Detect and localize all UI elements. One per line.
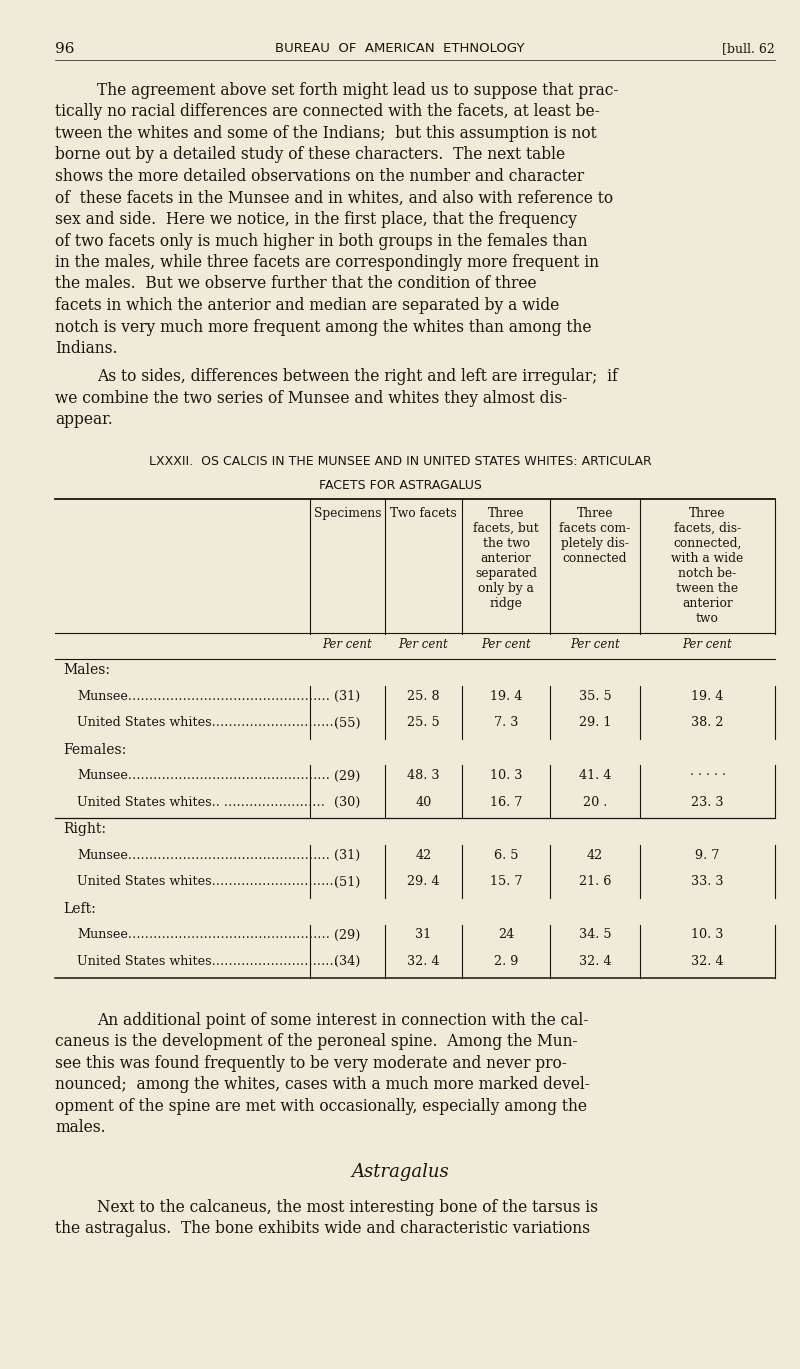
Text: 29. 1: 29. 1: [579, 716, 611, 730]
Text: (29): (29): [334, 769, 361, 783]
Text: 25. 8: 25. 8: [407, 690, 440, 704]
Text: Munsee…………………………………………: Munsee…………………………………………: [77, 928, 330, 942]
Text: 25. 5: 25. 5: [407, 716, 440, 730]
Text: 31: 31: [415, 928, 431, 942]
Text: 96: 96: [55, 42, 74, 56]
Text: opment of the spine are met with occasionally, especially among the: opment of the spine are met with occasio…: [55, 1098, 587, 1114]
Text: · · · · ·: · · · · ·: [690, 769, 726, 783]
Text: see this was found frequently to be very moderate and never pro-: see this was found frequently to be very…: [55, 1054, 567, 1072]
Text: 2. 9: 2. 9: [494, 956, 518, 968]
Text: Right:: Right:: [63, 823, 106, 836]
Text: United States whites…………………………: United States whites…………………………: [77, 876, 338, 888]
Text: Munsee…………………………………………: Munsee…………………………………………: [77, 690, 330, 704]
Text: 32. 4: 32. 4: [691, 956, 724, 968]
Text: Females:: Females:: [63, 743, 126, 757]
Text: 21. 6: 21. 6: [579, 876, 611, 888]
Text: the astragalus.  The bone exhibits wide and characteristic variations: the astragalus. The bone exhibits wide a…: [55, 1220, 590, 1238]
Text: Left:: Left:: [63, 902, 96, 916]
Text: 29. 4: 29. 4: [407, 876, 440, 888]
Text: Per cent: Per cent: [481, 638, 531, 650]
Text: (31): (31): [334, 690, 361, 704]
Text: Three
facets, dis-
connected,
with a wide
notch be-
tween the
anterior
two: Three facets, dis- connected, with a wid…: [671, 507, 744, 626]
Text: 20 .: 20 .: [583, 795, 607, 809]
Text: the males.  But we observe further that the condition of three: the males. But we observe further that t…: [55, 275, 537, 293]
Text: Munsee…………………………………………: Munsee…………………………………………: [77, 849, 330, 862]
Text: Next to the calcaneus, the most interesting bone of the tarsus is: Next to the calcaneus, the most interest…: [97, 1198, 598, 1216]
Text: An additional point of some interest in connection with the cal-: An additional point of some interest in …: [97, 1012, 588, 1028]
Text: Munsee…………………………………………: Munsee…………………………………………: [77, 769, 330, 783]
Text: 9. 7: 9. 7: [695, 849, 720, 862]
Text: (55): (55): [334, 716, 361, 730]
Text: in the males, while three facets are correspondingly more frequent in: in the males, while three facets are cor…: [55, 255, 599, 271]
Text: 41. 4: 41. 4: [579, 769, 611, 783]
Text: facets in which the anterior and median are separated by a wide: facets in which the anterior and median …: [55, 297, 559, 314]
Text: 34. 5: 34. 5: [578, 928, 611, 942]
Text: United States whites…………………………: United States whites…………………………: [77, 956, 338, 968]
Text: notch is very much more frequent among the whites than among the: notch is very much more frequent among t…: [55, 319, 591, 335]
Text: 48. 3: 48. 3: [407, 769, 440, 783]
Text: tically no racial differences are connected with the facets, at least be-: tically no racial differences are connec…: [55, 104, 600, 120]
Text: Indians.: Indians.: [55, 340, 118, 357]
Text: BUREAU  OF  AMERICAN  ETHNOLOGY: BUREAU OF AMERICAN ETHNOLOGY: [275, 42, 525, 55]
Text: 10. 3: 10. 3: [490, 769, 522, 783]
Text: borne out by a detailed study of these characters.  The next table: borne out by a detailed study of these c…: [55, 146, 565, 163]
Text: Per cent: Per cent: [570, 638, 620, 650]
Text: FACETS FOR ASTRAGALUS: FACETS FOR ASTRAGALUS: [318, 479, 482, 491]
Text: shows the more detailed observations on the number and character: shows the more detailed observations on …: [55, 168, 584, 185]
Text: appear.: appear.: [55, 412, 113, 428]
Text: of two facets only is much higher in both groups in the females than: of two facets only is much higher in bot…: [55, 233, 587, 249]
Text: 19. 4: 19. 4: [490, 690, 522, 704]
Text: of  these facets in the Munsee and in whites, and also with reference to: of these facets in the Munsee and in whi…: [55, 189, 613, 207]
Text: 10. 3: 10. 3: [691, 928, 724, 942]
Text: males.: males.: [55, 1118, 106, 1136]
Text: we combine the two series of Munsee and whites they almost dis-: we combine the two series of Munsee and …: [55, 390, 567, 407]
Text: 19. 4: 19. 4: [691, 690, 724, 704]
Text: 23. 3: 23. 3: [691, 795, 724, 809]
Text: As to sides, differences between the right and left are irregular;  if: As to sides, differences between the rig…: [97, 368, 618, 386]
Text: Three
facets, but
the two
anterior
separated
only by a
ridge: Three facets, but the two anterior separ…: [473, 507, 539, 611]
Text: 33. 3: 33. 3: [691, 876, 724, 888]
Text: (31): (31): [334, 849, 361, 862]
Text: (29): (29): [334, 928, 361, 942]
Text: United States whites…………………………: United States whites…………………………: [77, 716, 338, 730]
Text: 6. 5: 6. 5: [494, 849, 518, 862]
Text: 16. 7: 16. 7: [490, 795, 522, 809]
Text: 32. 4: 32. 4: [407, 956, 440, 968]
Text: 7. 3: 7. 3: [494, 716, 518, 730]
Text: United States whites.. ……………………: United States whites.. ……………………: [77, 795, 325, 809]
Text: 38. 2: 38. 2: [691, 716, 724, 730]
Text: [bull. 62: [bull. 62: [722, 42, 775, 55]
Text: 24: 24: [498, 928, 514, 942]
Text: Two facets: Two facets: [390, 507, 457, 520]
Text: (51): (51): [334, 876, 361, 888]
Text: Per cent: Per cent: [398, 638, 448, 650]
Text: The agreement above set forth might lead us to suppose that prac-: The agreement above set forth might lead…: [97, 82, 618, 99]
Text: (30): (30): [334, 795, 361, 809]
Text: 32. 4: 32. 4: [578, 956, 611, 968]
Text: Three
facets com-
pletely dis-
connected: Three facets com- pletely dis- connected: [559, 507, 630, 565]
Text: 35. 5: 35. 5: [578, 690, 611, 704]
Text: 42: 42: [415, 849, 432, 862]
Text: 15. 7: 15. 7: [490, 876, 522, 888]
Text: LXXXII.  OS CALCIS IN THE MUNSEE AND IN UNITED STATES WHITES: ARTICULAR: LXXXII. OS CALCIS IN THE MUNSEE AND IN U…: [149, 455, 651, 468]
Text: nounced;  among the whites, cases with a much more marked devel-: nounced; among the whites, cases with a …: [55, 1076, 590, 1092]
Text: 40: 40: [415, 795, 432, 809]
Text: Males:: Males:: [63, 664, 110, 678]
Text: sex and side.  Here we notice, in the first place, that the frequency: sex and side. Here we notice, in the fir…: [55, 211, 577, 229]
Text: 42: 42: [587, 849, 603, 862]
Text: (34): (34): [334, 956, 361, 968]
Text: tween the whites and some of the Indians;  but this assumption is not: tween the whites and some of the Indians…: [55, 125, 597, 142]
Text: Per cent: Per cent: [322, 638, 372, 650]
Text: Specimens: Specimens: [314, 507, 382, 520]
Text: Per cent: Per cent: [682, 638, 732, 650]
Text: caneus is the development of the peroneal spine.  Among the Mun-: caneus is the development of the peronea…: [55, 1034, 578, 1050]
Text: Astragalus: Astragalus: [351, 1162, 449, 1180]
